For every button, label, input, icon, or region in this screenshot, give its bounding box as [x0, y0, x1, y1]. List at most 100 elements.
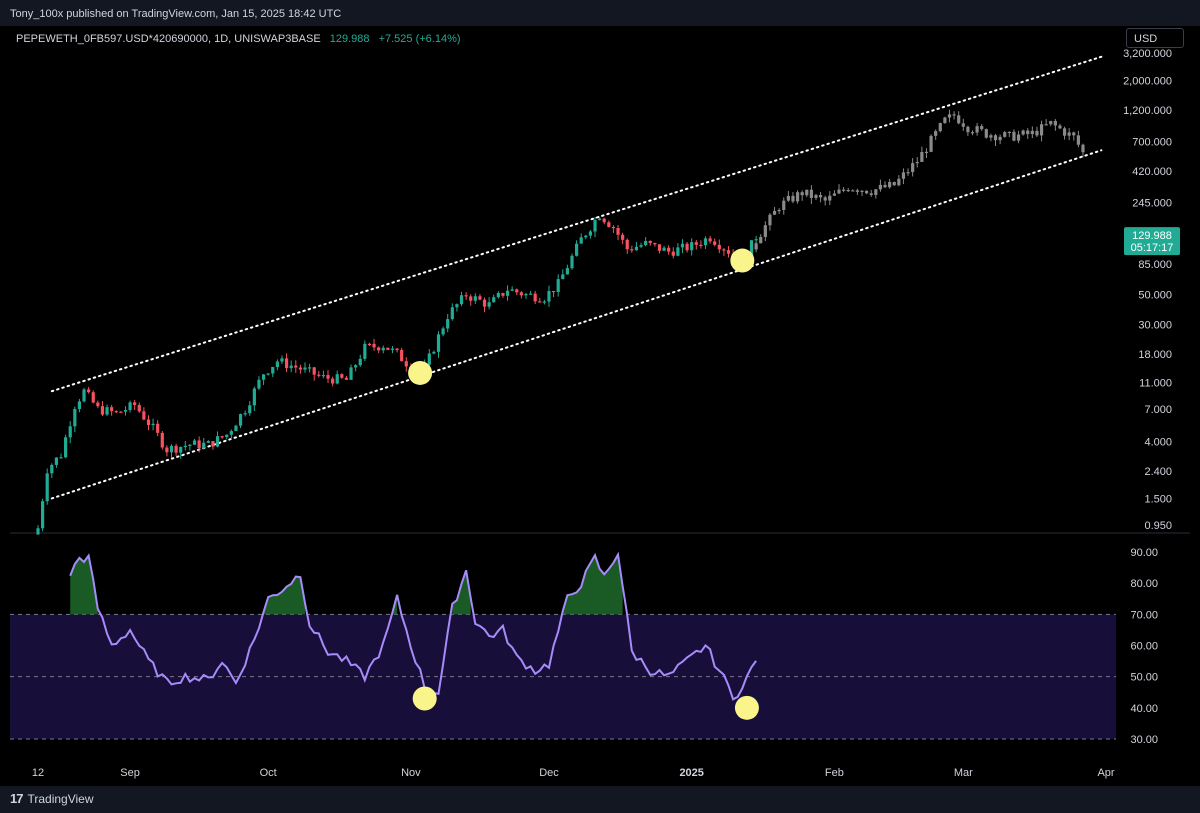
candle: [289, 365, 293, 369]
projection-candle: [809, 189, 813, 198]
candle: [538, 301, 542, 303]
candle: [713, 241, 717, 245]
candle: [234, 425, 238, 432]
candle: [358, 358, 362, 366]
projection-candle: [1076, 135, 1080, 145]
price-axis-label: 50.000: [1138, 290, 1172, 302]
candle: [284, 358, 289, 369]
candle: [206, 441, 210, 443]
price-axis-label: 2.400: [1144, 466, 1172, 478]
candle: [464, 295, 468, 297]
candle: [100, 406, 105, 415]
candle: [519, 292, 523, 296]
candle: [575, 243, 579, 256]
candle: [266, 373, 270, 375]
candle: [96, 402, 100, 407]
projection-candle: [795, 192, 800, 202]
candle: [82, 389, 86, 402]
candle: [630, 249, 634, 251]
time-axis-label: Dec: [539, 767, 559, 779]
rsi-line: [69, 551, 757, 701]
candle: [377, 347, 381, 351]
candle: [308, 367, 312, 369]
price-axis-label: 1.500: [1144, 493, 1172, 505]
candle: [363, 343, 367, 359]
price-badge: [1124, 227, 1180, 256]
last-price: 129.988: [329, 33, 370, 45]
projection-candle: [1053, 120, 1057, 126]
projection-candle: [832, 193, 836, 196]
tradingview-logo[interactable]: 17 TradingView: [10, 791, 94, 806]
candle: [202, 442, 206, 449]
projection-candle: [1039, 124, 1044, 136]
channel-line-lower: [50, 149, 1103, 500]
candle: [229, 431, 233, 435]
price-marker: [408, 360, 433, 385]
candle: [335, 374, 339, 384]
candle: [390, 348, 395, 350]
candle: [685, 243, 689, 251]
candle: [676, 247, 680, 256]
price-axis-label: 420.000: [1132, 166, 1172, 178]
candle: [298, 367, 302, 370]
projection-candle: [1058, 125, 1062, 129]
projection-candle: [869, 193, 873, 195]
candle: [611, 226, 616, 229]
projection-candle: [818, 195, 823, 198]
candle: [542, 301, 546, 303]
candle: [349, 367, 353, 380]
projection-candle: [929, 135, 933, 152]
projection-candle: [980, 126, 984, 130]
price-badge-value: 129.988: [1132, 230, 1172, 242]
candle: [662, 247, 666, 251]
projection-candle: [1049, 120, 1053, 125]
candle: [372, 343, 376, 348]
time-axis-label: Sep: [120, 767, 140, 779]
candle: [211, 441, 215, 447]
candle: [321, 375, 326, 377]
candle: [45, 473, 49, 502]
rsi-axis-label: 60.00: [1130, 641, 1158, 653]
candle: [354, 365, 358, 368]
projection-candle: [754, 243, 758, 250]
projection-candle: [938, 123, 942, 132]
projection-candle: [782, 200, 786, 211]
projection-candle: [1016, 134, 1021, 141]
projection-candle: [878, 184, 883, 190]
rsi-overbought-fill: [562, 554, 623, 615]
candle: [192, 440, 197, 445]
price-axis-label: 245.000: [1132, 197, 1172, 209]
candle: [699, 244, 703, 247]
candle: [179, 446, 183, 453]
candle: [114, 411, 118, 413]
candles-layer: [36, 216, 758, 536]
candle: [225, 434, 229, 438]
candle: [183, 445, 187, 448]
candle: [749, 240, 754, 257]
candle: [487, 302, 491, 307]
candle: [294, 365, 298, 368]
candle: [653, 243, 657, 245]
projection-candle: [842, 189, 846, 191]
candle: [261, 374, 266, 380]
candle: [87, 389, 91, 393]
candle: [432, 351, 436, 354]
projection-candle: [828, 195, 832, 201]
candle: [110, 407, 114, 412]
candle: [119, 411, 123, 413]
projection-candle: [883, 184, 887, 188]
price-axis-label: 30.000: [1138, 319, 1172, 331]
candle: [174, 445, 178, 453]
publisher-text: Tony_100x published on TradingView.com, …: [10, 8, 342, 20]
candle: [501, 293, 505, 296]
rsi-layer: [69, 551, 757, 701]
candle: [505, 290, 510, 296]
rsi-axis-label: 50.00: [1130, 672, 1158, 684]
time-axis-label: Feb: [825, 767, 844, 779]
projection-candle: [947, 114, 952, 118]
price-badge-countdown: 05:17:17: [1131, 242, 1174, 254]
markers-layer: [408, 248, 759, 720]
time-axis-label: Apr: [1097, 767, 1114, 779]
currency-button[interactable]: USD: [1126, 28, 1184, 48]
